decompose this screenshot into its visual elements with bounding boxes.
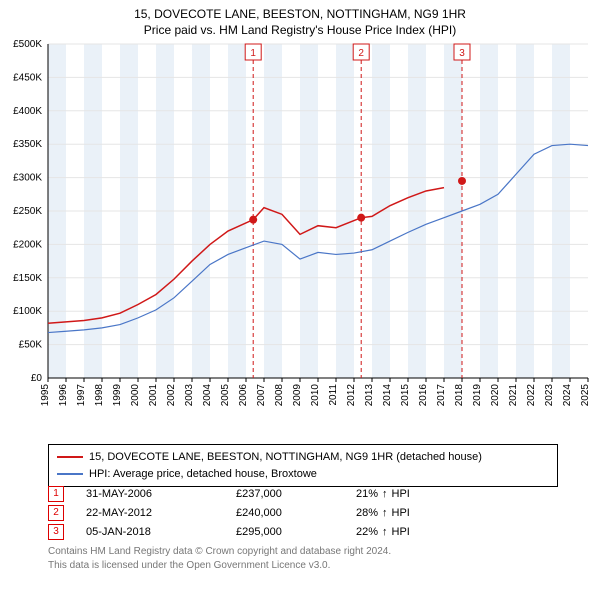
svg-text:2021: 2021 <box>508 384 519 407</box>
sale-price: £237,000 <box>236 488 356 500</box>
sale-pct: 21% ↑ HPI <box>356 488 476 500</box>
svg-text:2023: 2023 <box>544 384 555 407</box>
svg-text:2002: 2002 <box>166 384 177 407</box>
marker-box-icon: 3 <box>48 524 64 540</box>
footer-line: Contains HM Land Registry data © Crown c… <box>48 545 391 559</box>
svg-text:£50K: £50K <box>19 340 43 351</box>
svg-text:2001: 2001 <box>148 384 159 407</box>
sale-price: £240,000 <box>236 507 356 519</box>
svg-text:£150K: £150K <box>13 273 42 284</box>
sale-pct: 22% ↑ HPI <box>356 526 476 538</box>
legend-swatch <box>57 456 83 458</box>
legend-item: 15, DOVECOTE LANE, BEESTON, NOTTINGHAM, … <box>57 449 549 466</box>
svg-text:£100K: £100K <box>13 306 42 317</box>
svg-text:£250K: £250K <box>13 206 42 217</box>
sale-date: 31-MAY-2006 <box>86 488 236 500</box>
svg-text:£200K: £200K <box>13 239 42 250</box>
table-row: 3 05-JAN-2018 £295,000 22% ↑ HPI <box>48 522 476 541</box>
svg-text:2004: 2004 <box>202 384 213 407</box>
svg-text:2012: 2012 <box>346 384 357 407</box>
arrow-up-icon: ↑ <box>382 526 388 538</box>
title-subtitle: Price paid vs. HM Land Registry's House … <box>0 22 600 38</box>
svg-text:1996: 1996 <box>58 384 69 407</box>
svg-text:£500K: £500K <box>13 39 42 50</box>
footer-attribution: Contains HM Land Registry data © Crown c… <box>48 545 391 573</box>
footer-line: This data is licensed under the Open Gov… <box>48 559 391 573</box>
svg-text:2005: 2005 <box>220 384 231 407</box>
sales-table: 1 31-MAY-2006 £237,000 21% ↑ HPI 2 22-MA… <box>48 484 476 541</box>
table-row: 2 22-MAY-2012 £240,000 28% ↑ HPI <box>48 503 476 522</box>
svg-text:2016: 2016 <box>418 384 429 407</box>
svg-text:2025: 2025 <box>580 384 591 407</box>
legend-swatch <box>57 473 83 475</box>
svg-text:£350K: £350K <box>13 139 42 150</box>
svg-text:2000: 2000 <box>130 384 141 407</box>
svg-text:1: 1 <box>250 48 256 59</box>
svg-text:£0: £0 <box>31 373 43 384</box>
svg-text:£400K: £400K <box>13 106 42 117</box>
sale-date: 22-MAY-2012 <box>86 507 236 519</box>
sale-pct: 28% ↑ HPI <box>356 507 476 519</box>
marker-box-icon: 1 <box>48 486 64 502</box>
legend-item: HPI: Average price, detached house, Brox… <box>57 466 549 483</box>
svg-text:2024: 2024 <box>562 384 573 407</box>
chart-title-block: 15, DOVECOTE LANE, BEESTON, NOTTINGHAM, … <box>0 0 600 38</box>
title-address: 15, DOVECOTE LANE, BEESTON, NOTTINGHAM, … <box>0 6 600 22</box>
sale-date: 05-JAN-2018 <box>86 526 236 538</box>
svg-text:2020: 2020 <box>490 384 501 407</box>
svg-text:2003: 2003 <box>184 384 195 407</box>
svg-text:2006: 2006 <box>238 384 249 407</box>
svg-text:2015: 2015 <box>400 384 411 407</box>
svg-text:2014: 2014 <box>382 384 393 407</box>
marker-box-icon: 2 <box>48 505 64 521</box>
arrow-up-icon: ↑ <box>382 507 388 519</box>
svg-text:2018: 2018 <box>454 384 465 407</box>
table-row: 1 31-MAY-2006 £237,000 21% ↑ HPI <box>48 484 476 503</box>
svg-text:1995: 1995 <box>40 384 51 407</box>
svg-text:2009: 2009 <box>292 384 303 407</box>
svg-text:1999: 1999 <box>112 384 123 407</box>
svg-text:3: 3 <box>459 48 465 59</box>
legend-label: HPI: Average price, detached house, Brox… <box>89 466 317 483</box>
svg-text:1997: 1997 <box>76 384 87 407</box>
svg-text:2008: 2008 <box>274 384 285 407</box>
svg-text:£450K: £450K <box>13 72 42 83</box>
svg-text:£300K: £300K <box>13 173 42 184</box>
svg-text:2013: 2013 <box>364 384 375 407</box>
svg-text:2011: 2011 <box>328 384 339 406</box>
svg-text:2017: 2017 <box>436 384 447 407</box>
arrow-up-icon: ↑ <box>382 488 388 500</box>
svg-text:1998: 1998 <box>94 384 105 407</box>
svg-text:2019: 2019 <box>472 384 483 407</box>
sale-price: £295,000 <box>236 526 356 538</box>
svg-text:2007: 2007 <box>256 384 267 407</box>
svg-text:2: 2 <box>358 48 364 59</box>
chart-canvas: £0 £50K £100K £150K £200K £250K £300K £350K £400… <box>0 38 600 438</box>
legend-label: 15, DOVECOTE LANE, BEESTON, NOTTINGHAM, … <box>89 449 482 466</box>
svg-text:2010: 2010 <box>310 384 321 407</box>
legend: 15, DOVECOTE LANE, BEESTON, NOTTINGHAM, … <box>48 444 558 487</box>
svg-text:2022: 2022 <box>526 384 537 407</box>
